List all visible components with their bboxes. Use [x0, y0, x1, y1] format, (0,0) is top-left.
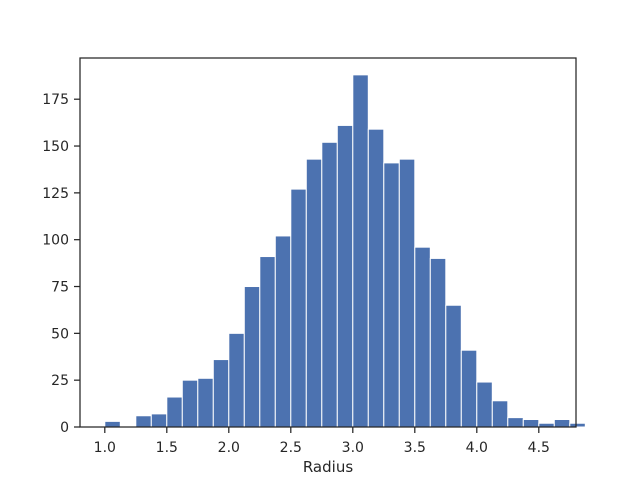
x-tick-label: 2.0 [218, 440, 240, 456]
histogram-bar [569, 422, 586, 428]
histogram-bar [104, 420, 121, 428]
histogram-bar [352, 74, 369, 428]
histogram-bar [181, 379, 199, 428]
histogram-bar [491, 400, 509, 428]
y-tick-label: 0 [60, 420, 69, 436]
x-tick-label: 1.0 [94, 440, 116, 456]
x-axis-title: Radius [303, 458, 353, 476]
y-tick-label: 75 [51, 280, 69, 296]
histogram-bar [336, 124, 354, 428]
histogram-bar [166, 396, 183, 428]
histogram-bar [460, 349, 478, 428]
histogram-bar [383, 162, 400, 428]
histogram-bar [522, 419, 540, 428]
x-tick-label: 4.5 [528, 440, 550, 456]
histogram-bar [321, 141, 338, 428]
y-tick-label: 25 [51, 373, 69, 389]
y-tick-label: 100 [42, 233, 69, 249]
histogram-bar [476, 381, 493, 428]
histogram-bar [212, 359, 230, 428]
y-tick-label: 150 [42, 139, 69, 155]
histogram-bar [228, 332, 245, 428]
histogram-bar [507, 417, 524, 428]
x-tick-label: 3.5 [404, 440, 426, 456]
y-tick-label: 125 [42, 186, 69, 202]
histogram-bar [367, 128, 385, 428]
histogram-bar [259, 256, 276, 428]
histogram-bar [274, 235, 292, 428]
x-tick-label: 1.5 [156, 440, 178, 456]
histogram-bar [429, 257, 447, 428]
histogram-bar [197, 377, 214, 428]
histogram-bar [305, 158, 323, 428]
histogram-bar [135, 415, 152, 428]
histogram-bar [243, 286, 261, 428]
histogram-bar [150, 413, 168, 428]
y-tick-label: 50 [51, 326, 69, 342]
y-tick-label: 175 [42, 92, 69, 108]
bars-layer [104, 74, 586, 428]
x-tick-label: 2.5 [280, 440, 302, 456]
x-tick-label: 3.0 [342, 440, 364, 456]
histogram-bar [398, 158, 416, 428]
histogram-bar [553, 419, 571, 428]
histogram-bar [445, 304, 462, 428]
histogram-bar [290, 188, 307, 428]
x-tick-label: 4.0 [466, 440, 488, 456]
plot-frame [79, 57, 577, 428]
histogram-bar [414, 246, 431, 428]
ticks-layer: 1.0 1.5 2.0 2.5 3.0 3.5 4.0 4.5 0 25 50 75 100 125 150… [42, 92, 550, 456]
